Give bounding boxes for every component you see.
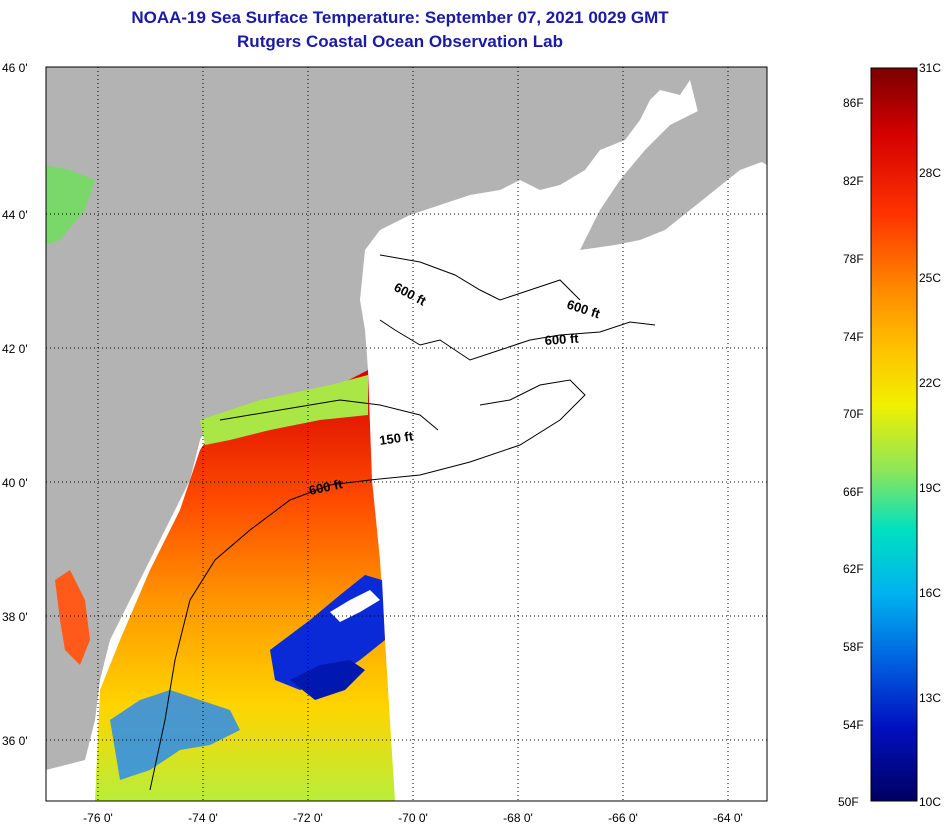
contour-label-150ft: 150 ft <box>378 428 414 448</box>
lon-label: -70 0' <box>398 811 428 825</box>
long-island-region <box>200 375 368 445</box>
contour-label-600ft: 600 ft <box>308 476 345 498</box>
lon-label: -68 0' <box>503 811 533 825</box>
cold-patch <box>110 690 240 780</box>
colorbar-label-f: 82F <box>843 174 864 188</box>
colorbar-label-c: 10C <box>919 795 941 809</box>
depth-contour <box>149 379 586 791</box>
lon-label: -72 0' <box>293 811 323 825</box>
colorbar-label-c: 19C <box>919 481 941 495</box>
colorbar-label-c: 28C <box>919 166 941 180</box>
colorbar-label-c: 13C <box>919 691 941 705</box>
contour-label-600ft: 600 ft <box>544 331 580 348</box>
lon-label: -64 0' <box>713 811 743 825</box>
lon-label: -74 0' <box>188 811 218 825</box>
chesapeake-bay <box>55 570 90 665</box>
colorbar-label-c: 31C <box>919 61 941 75</box>
map-subtitle: Rutgers Coastal Ocean Observation Lab <box>237 32 563 51</box>
colorbar-label-f: 78F <box>843 252 864 266</box>
colorbar-label-f: 50F <box>838 795 859 809</box>
lat-label: 42 0' <box>2 342 28 356</box>
lat-label: 44 0' <box>2 208 28 222</box>
map-title: NOAA-19 Sea Surface Temperature: Septemb… <box>131 8 669 27</box>
colorbar-label-f: 62F <box>843 562 864 576</box>
colorbar-label-f: 70F <box>843 407 864 421</box>
land-mass <box>46 67 767 770</box>
cloud-gap <box>330 590 380 622</box>
graticule <box>46 67 767 801</box>
lat-label: 38 0' <box>2 610 28 624</box>
colorbar-label-f: 58F <box>843 640 864 654</box>
colorbar-label-f: 66F <box>843 485 864 499</box>
colorbar <box>870 67 918 802</box>
colorbar-label-f: 86F <box>843 96 864 110</box>
lake-patch <box>46 165 95 245</box>
colorbar-label-c: 16C <box>919 586 941 600</box>
map-frame <box>45 66 768 802</box>
colorbar-label-f: 54F <box>843 718 864 732</box>
lon-label: -76 0' <box>83 811 113 825</box>
colorbar-label-f: 74F <box>843 330 864 344</box>
lat-label: 40 0' <box>2 476 28 490</box>
lat-label: 36 0' <box>2 734 28 748</box>
colorbar-label-c: 22C <box>919 376 941 390</box>
lon-label: -66 0' <box>608 811 638 825</box>
colorbar-label-c: 25C <box>919 271 941 285</box>
depth-contour <box>379 254 581 301</box>
depth-contour <box>219 399 439 431</box>
lat-label: 46 0' <box>2 61 28 75</box>
depth-contour <box>379 319 656 361</box>
cold-patch <box>290 660 365 700</box>
